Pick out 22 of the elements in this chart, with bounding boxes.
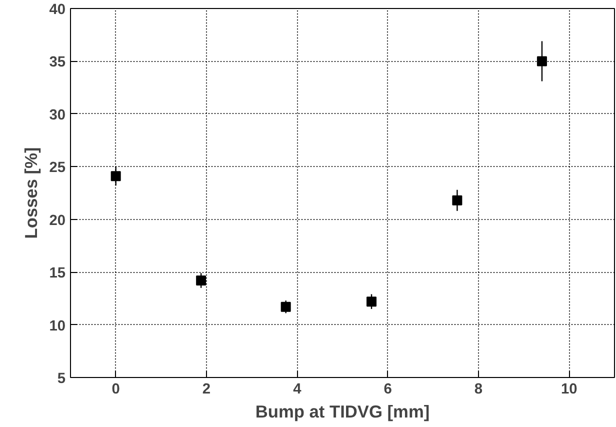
- y-tick-label: 30: [49, 107, 66, 124]
- y-axis-title: Losses [%]: [21, 147, 42, 239]
- x-axis-title: Bump at TIDVG [mm]: [255, 402, 430, 422]
- x-tick-label: 2: [202, 382, 211, 398]
- x-tick-label: 8: [474, 382, 483, 398]
- point: [196, 276, 206, 286]
- point: [536, 56, 547, 66]
- x-tick-label: 6: [384, 382, 392, 398]
- point: [110, 171, 121, 182]
- point: [280, 302, 291, 312]
- y-tick-label: 10: [49, 318, 66, 334]
- x-tick-label: 10: [561, 382, 578, 398]
- y-tick-label: 15: [49, 266, 66, 282]
- x-tick-label: 0: [112, 382, 120, 398]
- point: [366, 296, 377, 307]
- y-tick-label: 35: [49, 54, 66, 71]
- x-tick-label: 4: [293, 382, 302, 398]
- y-tick-label: 25: [49, 160, 66, 176]
- point: [452, 195, 462, 206]
- y-tick-label: 5: [57, 371, 66, 387]
- y-tick-label: 40: [49, 2, 66, 18]
- y-tick-label: 20: [49, 212, 66, 229]
